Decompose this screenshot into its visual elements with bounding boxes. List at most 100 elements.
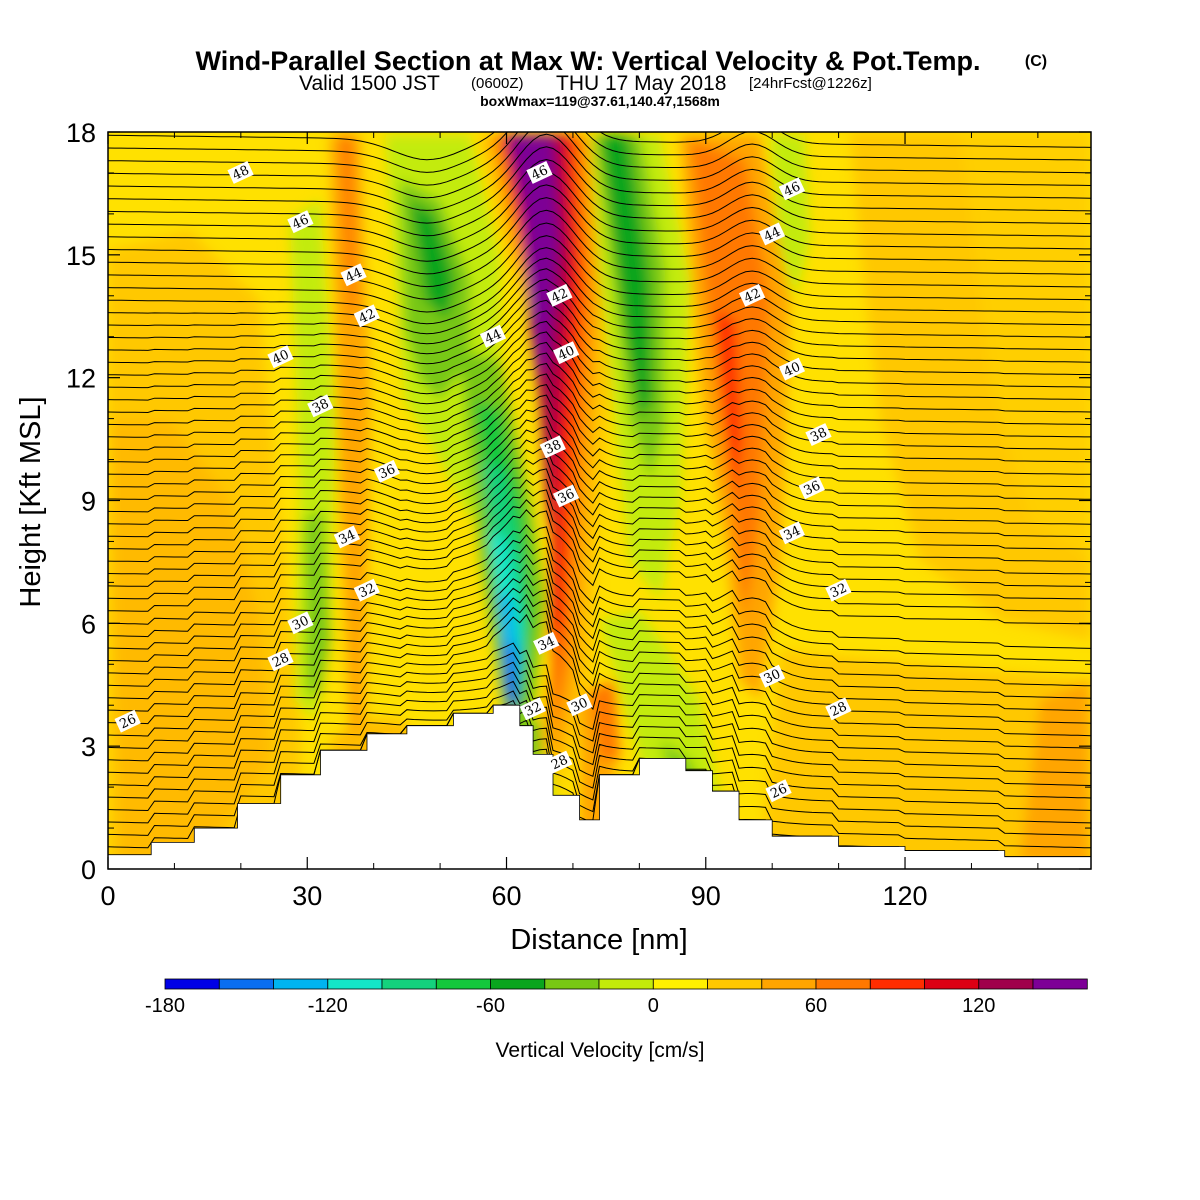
isentrope-line	[108, 544, 1091, 674]
y-tick-label: 6	[81, 609, 96, 639]
isentrope-line	[108, 132, 1091, 186]
svg-text:Valid 1500 JST: Valid 1500 JST	[299, 72, 440, 95]
svg-text:42: 42	[742, 286, 763, 307]
isentrope-line	[108, 352, 1091, 438]
theta-contour-label: 40	[778, 357, 806, 381]
theta-contour-label: 28	[825, 697, 852, 721]
svg-text:40: 40	[270, 347, 291, 368]
theta-contour-label: 30	[758, 664, 786, 688]
theta-contour-label: 34	[333, 525, 361, 549]
isentrope-line	[108, 373, 1091, 463]
colorbar-tick-label: -120	[308, 995, 348, 1017]
isentrope-line	[108, 132, 1091, 161]
theta-contour-label: 32	[519, 697, 547, 721]
isentrope-line	[108, 133, 1091, 211]
svg-text:34: 34	[337, 528, 358, 549]
isentrope-line	[108, 524, 1091, 649]
theta-contour-label: 32	[825, 578, 852, 602]
x-tick-label: 0	[100, 881, 115, 911]
colorbar-bin	[544, 978, 600, 990]
svg-text:36: 36	[802, 478, 823, 499]
svg-text:48: 48	[230, 163, 251, 184]
y-tick-label: 12	[66, 364, 96, 394]
isentrope-line	[108, 652, 1091, 786]
svg-text:44: 44	[483, 327, 504, 348]
theta-contour-label: 34	[533, 631, 560, 655]
svg-text:44: 44	[343, 265, 364, 286]
isentrope-line	[108, 268, 1091, 345]
svg-text:28: 28	[549, 753, 570, 774]
colorbar-tick-label: -60	[476, 995, 505, 1017]
colorbar-bin	[218, 978, 275, 990]
y-tick-label: 0	[81, 855, 96, 885]
colorbar-bin	[164, 978, 220, 990]
isentrope-line	[108, 690, 1091, 836]
svg-text:38: 38	[543, 437, 564, 458]
theta-contour-label: 30	[287, 611, 314, 635]
isentrope-line	[108, 671, 1091, 811]
theta-contour-label: 26	[765, 779, 792, 803]
isentrope-line	[108, 171, 1091, 250]
isentrope-line	[108, 534, 1091, 662]
svg-text:40: 40	[556, 343, 577, 364]
y-tick-label: 3	[81, 732, 96, 762]
isentrope-line	[108, 146, 1091, 224]
theta-contour-label: 36	[798, 476, 825, 500]
colorbar-bin	[652, 978, 708, 990]
isentrope-line	[108, 341, 1091, 425]
svg-text:32: 32	[523, 699, 544, 720]
svg-text:30: 30	[762, 667, 783, 688]
isentrope-line	[108, 564, 1091, 699]
isentrope-line	[108, 478, 1091, 587]
isentrope-line	[108, 426, 1091, 525]
colorbar-bin	[273, 978, 329, 990]
isentrope-line	[108, 184, 1091, 262]
svg-text:46: 46	[782, 179, 803, 200]
isentrope-line	[108, 394, 1091, 488]
svg-text:46: 46	[529, 163, 550, 184]
isentrope-line	[108, 554, 1091, 687]
chart-title: Wind-Parallel Section at Max W: Vertical…	[196, 46, 981, 76]
isentrope-line	[108, 235, 1091, 313]
colorbar-ticks: -180 -120 -60 0 60 120	[145, 995, 995, 1017]
isentrope-line	[108, 405, 1091, 500]
svg-text:46: 46	[290, 212, 311, 233]
isentrope-line	[108, 197, 1091, 275]
isentrope-line	[108, 489, 1091, 600]
colorbar-bin	[924, 978, 980, 990]
svg-text:34: 34	[536, 634, 557, 655]
theta-contour-label: 38	[539, 435, 566, 459]
theta-contour-label: 28	[546, 750, 573, 774]
theta-contour-label: 44	[479, 324, 507, 348]
colorbar-tick-label: 60	[805, 995, 827, 1017]
theta-contour-label: 36	[552, 484, 580, 508]
theta-contour-label: 46	[778, 177, 806, 201]
colorbar-label: Vertical Velocity [cm/s]	[496, 1039, 705, 1062]
theta-contour-label: 48	[227, 161, 254, 184]
colorbar-tick-label: -180	[145, 995, 185, 1017]
svg-text:44: 44	[762, 225, 783, 246]
colorbar-bin	[598, 978, 654, 990]
isentrope-line	[108, 499, 1091, 612]
isentrope-line	[108, 604, 1091, 749]
svg-text:26: 26	[768, 781, 789, 802]
svg-text:36: 36	[556, 487, 577, 508]
svg-text:30: 30	[569, 695, 590, 716]
copyright-mark: (C)	[1025, 53, 1047, 70]
x-tick-label: 60	[491, 881, 521, 911]
svg-text:28: 28	[828, 699, 849, 720]
theta-contour-label: 36	[373, 459, 400, 483]
isentrope-line	[108, 320, 1091, 401]
isentrope-line	[108, 132, 1091, 199]
isentrope-line	[108, 362, 1091, 450]
theta-contour-label: 38	[307, 394, 334, 418]
theta-contour-label: 34	[778, 521, 806, 545]
isentrope-line	[108, 310, 1091, 388]
isentrope-line	[108, 415, 1091, 513]
svg-text:THU 17 May 2018: THU 17 May 2018	[556, 72, 726, 95]
isentrope-line	[108, 642, 1091, 774]
theta-contour-label: 40	[267, 345, 294, 369]
isentrope-line	[108, 457, 1091, 563]
theta-contour-label: 38	[805, 423, 832, 446]
